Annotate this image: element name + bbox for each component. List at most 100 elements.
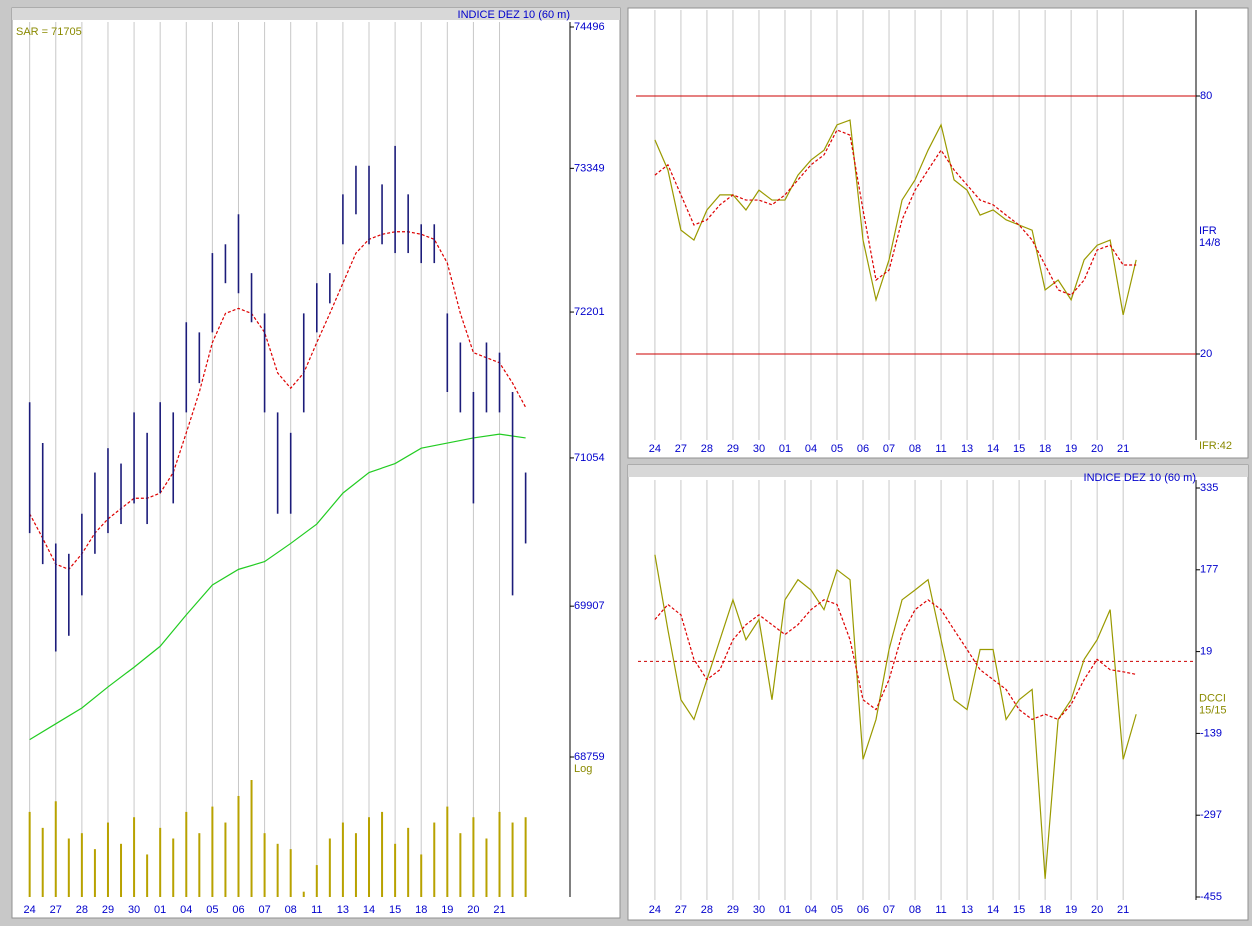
volume-bar: [263, 833, 266, 897]
volume-bar: [224, 822, 227, 897]
volume-bar: [381, 811, 384, 897]
x-tick-label: 27: [50, 904, 62, 916]
y-tick-label: -297: [1200, 809, 1222, 821]
volume-bar: [420, 854, 423, 897]
x-tick-label: 28: [701, 904, 713, 916]
x-tick-label: 21: [1117, 904, 1129, 916]
indicator-label: 15/15: [1199, 704, 1227, 716]
indicator-value: IFR:42: [1199, 440, 1232, 452]
x-tick-label: 04: [805, 443, 817, 455]
volume-bar: [172, 838, 175, 897]
x-tick-label: 21: [1117, 443, 1129, 455]
x-tick-label: 06: [857, 904, 869, 916]
y-tick-label: 19: [1200, 646, 1212, 658]
x-tick-label: 29: [727, 443, 739, 455]
ifr-pane: [627, 7, 1249, 459]
x-tick-label: 30: [128, 904, 140, 916]
x-tick-label: 15: [389, 904, 401, 916]
x-tick-label: 01: [779, 904, 791, 916]
x-tick-label: 08: [909, 904, 921, 916]
x-tick-label: 27: [675, 904, 687, 916]
volume-bar: [368, 817, 371, 897]
volume-bar: [354, 833, 357, 897]
x-tick-label: 05: [831, 443, 843, 455]
volume-bar: [472, 817, 475, 897]
volume-bar: [459, 833, 462, 897]
x-tick-label: 28: [76, 904, 88, 916]
x-tick-label: 08: [285, 904, 297, 916]
x-tick-label: 24: [24, 904, 36, 916]
x-tick-label: 24: [649, 443, 661, 455]
y-tick-label: 20: [1200, 348, 1212, 360]
volume-bar: [237, 795, 240, 897]
volume-bar: [185, 811, 188, 897]
x-tick-label: 13: [961, 904, 973, 916]
y-tick-label: 68759: [574, 751, 605, 763]
series-line: [654, 129, 1137, 296]
x-tick-label: 28: [701, 443, 713, 455]
volume-bar: [524, 817, 527, 897]
volume-bar: [302, 891, 305, 897]
pane-header: [12, 8, 620, 20]
volume-bar: [120, 843, 123, 897]
volume-bar: [41, 827, 44, 897]
x-tick-label: 04: [180, 904, 192, 916]
price-pane: [11, 7, 621, 919]
y-tick-label: -455: [1200, 891, 1222, 903]
volume-bar: [498, 811, 501, 897]
x-tick-label: 01: [154, 904, 166, 916]
series-line: [654, 599, 1137, 721]
x-tick-label: 14: [987, 443, 999, 455]
x-tick-label: 19: [441, 904, 453, 916]
volume-bar: [67, 838, 70, 897]
volume-bar: [315, 865, 318, 897]
x-tick-label: 07: [883, 443, 895, 455]
indicator-label: 14/8: [1199, 237, 1220, 249]
indicator-label: IFR: [1199, 225, 1217, 237]
x-tick-label: 27: [675, 443, 687, 455]
pane-header: [628, 465, 1248, 477]
x-tick-label: 13: [337, 904, 349, 916]
volume-bar: [211, 806, 214, 897]
volume-bar: [433, 822, 436, 897]
x-tick-label: 15: [1013, 443, 1025, 455]
x-tick-label: 05: [206, 904, 218, 916]
volume-bar: [511, 822, 514, 897]
x-tick-label: 08: [909, 443, 921, 455]
volume-bar: [289, 849, 292, 897]
volume-bar: [446, 806, 449, 897]
series-line: [654, 554, 1137, 879]
scale-label: Log: [574, 763, 592, 775]
x-tick-label: 29: [727, 904, 739, 916]
x-tick-label: 11: [935, 904, 946, 916]
x-tick-label: 06: [232, 904, 244, 916]
x-tick-label: 14: [987, 904, 999, 916]
volume-bar: [407, 827, 410, 897]
pane-title: INDICE DEZ 10 (60 m): [458, 9, 570, 21]
volume-bar: [159, 827, 162, 897]
x-tick-label: 18: [1039, 904, 1051, 916]
x-tick-label: 21: [493, 904, 505, 916]
x-tick-label: 18: [1039, 443, 1051, 455]
x-tick-label: 07: [258, 904, 270, 916]
series-line: [29, 231, 527, 571]
x-tick-label: 01: [779, 443, 791, 455]
x-tick-label: 15: [1013, 904, 1025, 916]
volume-bar: [485, 838, 488, 897]
y-tick-label: 73349: [574, 162, 605, 174]
x-tick-label: 18: [415, 904, 427, 916]
x-tick-label: 29: [102, 904, 114, 916]
volume-bar: [250, 780, 253, 897]
volume-bar: [146, 854, 149, 897]
y-tick-label: 69907: [574, 600, 605, 612]
x-tick-label: 07: [883, 904, 895, 916]
pane-title: INDICE DEZ 10 (60 m): [1084, 472, 1196, 484]
series-line: [654, 119, 1137, 316]
volume-bar: [276, 843, 279, 897]
y-tick-label: 74496: [574, 21, 605, 33]
volume-bar: [198, 833, 201, 897]
y-tick-label: 177: [1200, 564, 1218, 576]
x-tick-label: 06: [857, 443, 869, 455]
